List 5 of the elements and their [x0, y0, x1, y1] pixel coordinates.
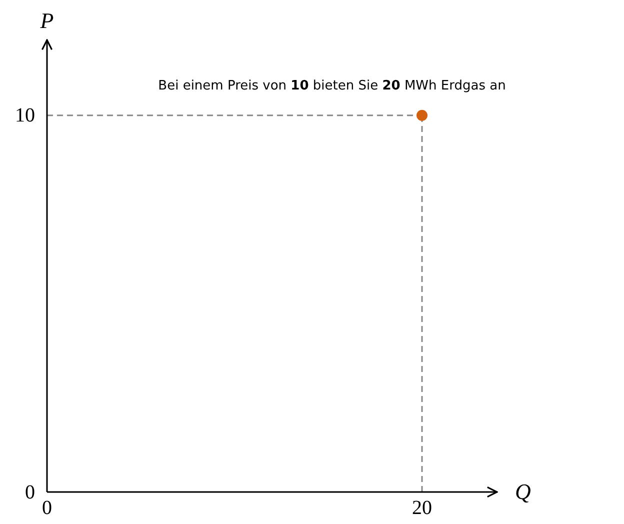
y-axis-title: P — [39, 8, 54, 33]
x-tick-label: 20 — [412, 497, 432, 520]
x-axis-title: Q — [515, 479, 531, 504]
y-tick-label: 10 — [15, 104, 35, 127]
annotation: Bei einem Preis von 10 bieten Sie 20 MWh Erdgas an — [158, 78, 506, 94]
